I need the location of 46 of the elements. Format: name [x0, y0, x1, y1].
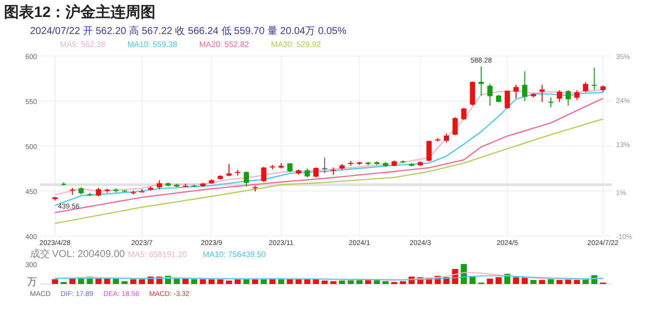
text: 成交 — [30, 248, 50, 260]
bar — [260, 279, 267, 284]
bar — [304, 279, 310, 284]
line-series — [54, 118, 604, 224]
bar — [530, 280, 536, 284]
text: MA10: 756439.50 — [202, 250, 266, 259]
text: VOL: 200409.00 — [52, 249, 126, 260]
bar — [138, 279, 146, 284]
bar — [382, 281, 389, 284]
bar — [104, 278, 110, 284]
chart-title: 图表12：沪金主连周图 — [4, 3, 156, 21]
bar — [174, 278, 180, 284]
bar — [252, 279, 258, 284]
bar — [130, 279, 136, 284]
bar — [400, 281, 406, 284]
bar — [95, 278, 102, 284]
bar — [52, 279, 58, 284]
bar — [322, 280, 328, 284]
text: 万 — [27, 277, 37, 288]
bar — [539, 280, 546, 284]
bar — [200, 279, 206, 284]
bar — [234, 279, 241, 284]
bar — [217, 279, 224, 284]
bar — [496, 277, 502, 284]
text: MA20: 552.82 — [199, 40, 250, 49]
bar — [469, 276, 476, 284]
bar — [182, 278, 189, 284]
bar — [112, 278, 119, 284]
bar — [243, 279, 250, 284]
bar — [339, 280, 346, 284]
bar — [191, 279, 198, 284]
bar — [312, 279, 319, 284]
bar — [122, 281, 128, 284]
bar — [574, 280, 580, 284]
text: 2024/07/22 开 562.20 高 567.22 收 566.24 低 559.70 量 20.04万 0.05% — [30, 25, 346, 37]
bar — [556, 280, 563, 284]
text: MA30: 529.92 — [271, 40, 322, 49]
bar — [512, 277, 520, 284]
bar — [208, 279, 215, 284]
text: MA5: 562.38 — [60, 40, 106, 49]
bar — [330, 281, 336, 284]
text: MA10: 559.38 — [127, 40, 178, 49]
bar — [486, 278, 493, 284]
bar — [278, 279, 284, 284]
bar — [226, 280, 232, 284]
text: MA5: 658191.20 — [128, 250, 188, 259]
